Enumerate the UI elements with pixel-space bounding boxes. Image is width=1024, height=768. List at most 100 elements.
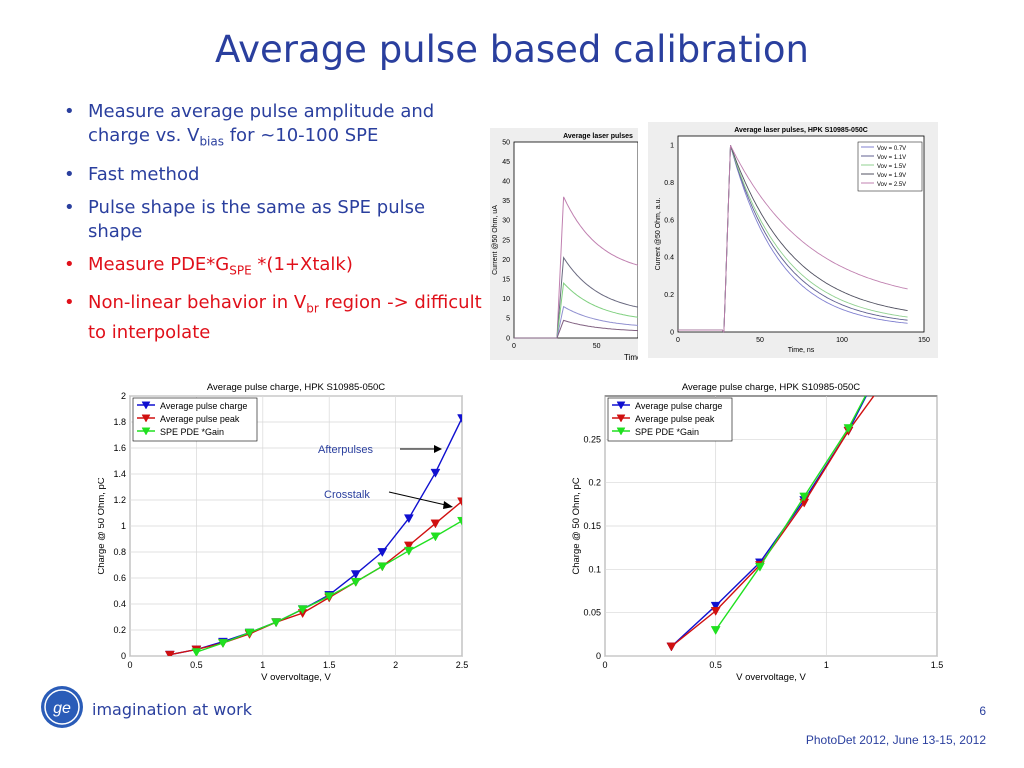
page-number: 6 <box>979 704 986 718</box>
y-tick-label: 0.8 <box>113 547 126 557</box>
bullet-text: Non-linear behavior in V <box>88 292 307 314</box>
data-point <box>403 514 414 524</box>
legend-marker <box>616 414 626 423</box>
chart-average-pulse-charge: 0 0.5 1 1.5 2 2.5 0 0.2 0.4 0.6 0.8 1 1.2 1.4 1.6 1.8 2 A… <box>98 376 478 682</box>
data-point <box>297 605 308 615</box>
pulse-line <box>514 319 638 339</box>
y-axis-label: Current @50 Ohm, uA <box>492 205 499 275</box>
annotation-crosstalk: Crosstalk <box>324 489 370 501</box>
y-tick-label: 1.8 <box>113 417 126 427</box>
x-axis-label: V overvoltage, V <box>736 672 806 682</box>
y-tick-label: 1.6 <box>113 443 126 453</box>
legend-label: SPE PDE *Gain <box>160 427 224 437</box>
data-point <box>403 541 414 551</box>
y-tick-label: 15 <box>502 277 510 284</box>
data-point <box>457 414 462 424</box>
x-tick-label: 50 <box>756 337 764 344</box>
data-point <box>710 601 721 611</box>
bullet-text: Pulse shape is the same as SPE pulse sha… <box>88 196 426 242</box>
x-tick-label: 0 <box>127 660 132 670</box>
y-tick-label: 35 <box>502 198 510 205</box>
data-point <box>755 562 765 572</box>
data-point <box>799 492 810 502</box>
data-point <box>710 626 721 636</box>
series-group <box>164 414 462 656</box>
legend-label: Average pulse peak <box>160 414 240 424</box>
x-tick-label: 2 <box>393 660 398 670</box>
chart-average-pulse-charge-zoom: 0 0.5 1 1.5 0 0.05 0.1 0.15 0.2 0.25 Average pulse… <box>565 376 955 682</box>
y-tick-label: 0.15 <box>583 521 601 531</box>
y-tick-label: 0.8 <box>664 180 674 187</box>
data-point <box>403 546 414 556</box>
bullet-item: Measure PDE*GSPE *(1+Xtalk) <box>62 253 482 283</box>
y-tick-label: 40 <box>502 179 510 186</box>
footer-text: PhotoDet 2012, June 13-15, 2012 <box>805 733 986 747</box>
y-tick-label: 0.4 <box>113 599 126 609</box>
bullet-text-end: region -> difficult to interpolate <box>88 292 482 343</box>
legend-label: SPE PDE *Gain <box>635 427 699 437</box>
legend-label: Average pulse charge <box>635 401 722 411</box>
data-point <box>430 519 441 529</box>
bullet-item: Pulse shape is the same as SPE pulse sha… <box>62 196 482 244</box>
y-tick-label: 2 <box>121 391 126 401</box>
y-tick-label: 0 <box>121 651 126 661</box>
data-point <box>324 592 335 602</box>
y-tick-label: 50 <box>502 139 510 146</box>
svg-text:ge: ge <box>53 700 71 717</box>
legend-label: Vov = 2.5V <box>877 182 906 188</box>
data-point <box>457 516 462 526</box>
x-tick-label: 0.5 <box>190 660 203 670</box>
y-axis-label: Charge @ 50 Ohm, pC <box>98 477 107 574</box>
pulse-line <box>678 145 908 334</box>
legend-marker <box>141 414 151 423</box>
bullet-text: Measure PDE*G <box>88 253 230 275</box>
arrow-head <box>443 501 453 509</box>
tagline: imagination at work <box>92 700 252 719</box>
x-tick-label: 0.5 <box>709 660 722 670</box>
data-point <box>710 607 721 616</box>
chart-title: Average laser pulses, HPK S10985-050C <box>734 127 868 134</box>
legend-label: Average pulse peak <box>635 414 715 424</box>
y-tick-label: 45 <box>502 159 510 166</box>
plot-area <box>513 141 638 339</box>
y-tick-label: 0.6 <box>113 573 126 583</box>
y-tick-label: 20 <box>502 257 510 264</box>
chart-laser-pulses-normalized: 0 50 100 150 0 0.2 0.4 0.6 0.8 1 Average laser pul… <box>648 122 938 358</box>
legend-marker <box>616 401 626 410</box>
data-point <box>191 648 202 656</box>
bullet-subscript: SPE <box>229 263 252 278</box>
data-point <box>218 639 228 649</box>
x-tick-label: 0 <box>602 660 607 670</box>
legend-marker <box>141 401 151 410</box>
y-tick-label: 0.2 <box>113 625 126 635</box>
chart-title: Average pulse charge, HPK S10985-050C <box>682 382 860 393</box>
bullet-text-end: for ~10-100 SPE <box>224 125 379 146</box>
y-tick-label: 0 <box>506 335 510 342</box>
data-point <box>164 650 175 656</box>
data-point <box>377 562 388 572</box>
data-point <box>350 570 361 580</box>
y-tick-label: 1 <box>121 521 126 531</box>
series-group <box>666 396 875 652</box>
y-tick-label: 0.4 <box>664 255 674 262</box>
x-tick-label: 50 <box>593 343 601 350</box>
x-tick-label: 2.5 <box>456 660 469 670</box>
y-tick-label: 0.6 <box>664 217 674 224</box>
chart-title: Average laser pulses <box>563 133 633 140</box>
legend-marker <box>616 427 626 436</box>
y-tick-label: 25 <box>502 237 510 244</box>
y-tick-label: 10 <box>502 296 510 303</box>
y-tick-label: 0.2 <box>664 292 674 299</box>
y-tick-label: 0 <box>670 329 674 336</box>
bullet-item: Measure average pulse amplitude and char… <box>62 100 482 154</box>
y-tick-label: 0.25 <box>583 434 601 444</box>
x-tick-label: 1.5 <box>931 660 944 670</box>
data-point <box>244 628 255 638</box>
arrow-head <box>434 445 442 453</box>
y-tick-label: 0 <box>596 651 601 661</box>
y-tick-label: 1.2 <box>113 495 126 505</box>
x-tick-label: 0 <box>512 343 516 350</box>
x-tick-label: 0 <box>676 337 680 344</box>
y-tick-label: 0.1 <box>588 564 601 574</box>
x-axis-label: Time <box>624 353 638 360</box>
